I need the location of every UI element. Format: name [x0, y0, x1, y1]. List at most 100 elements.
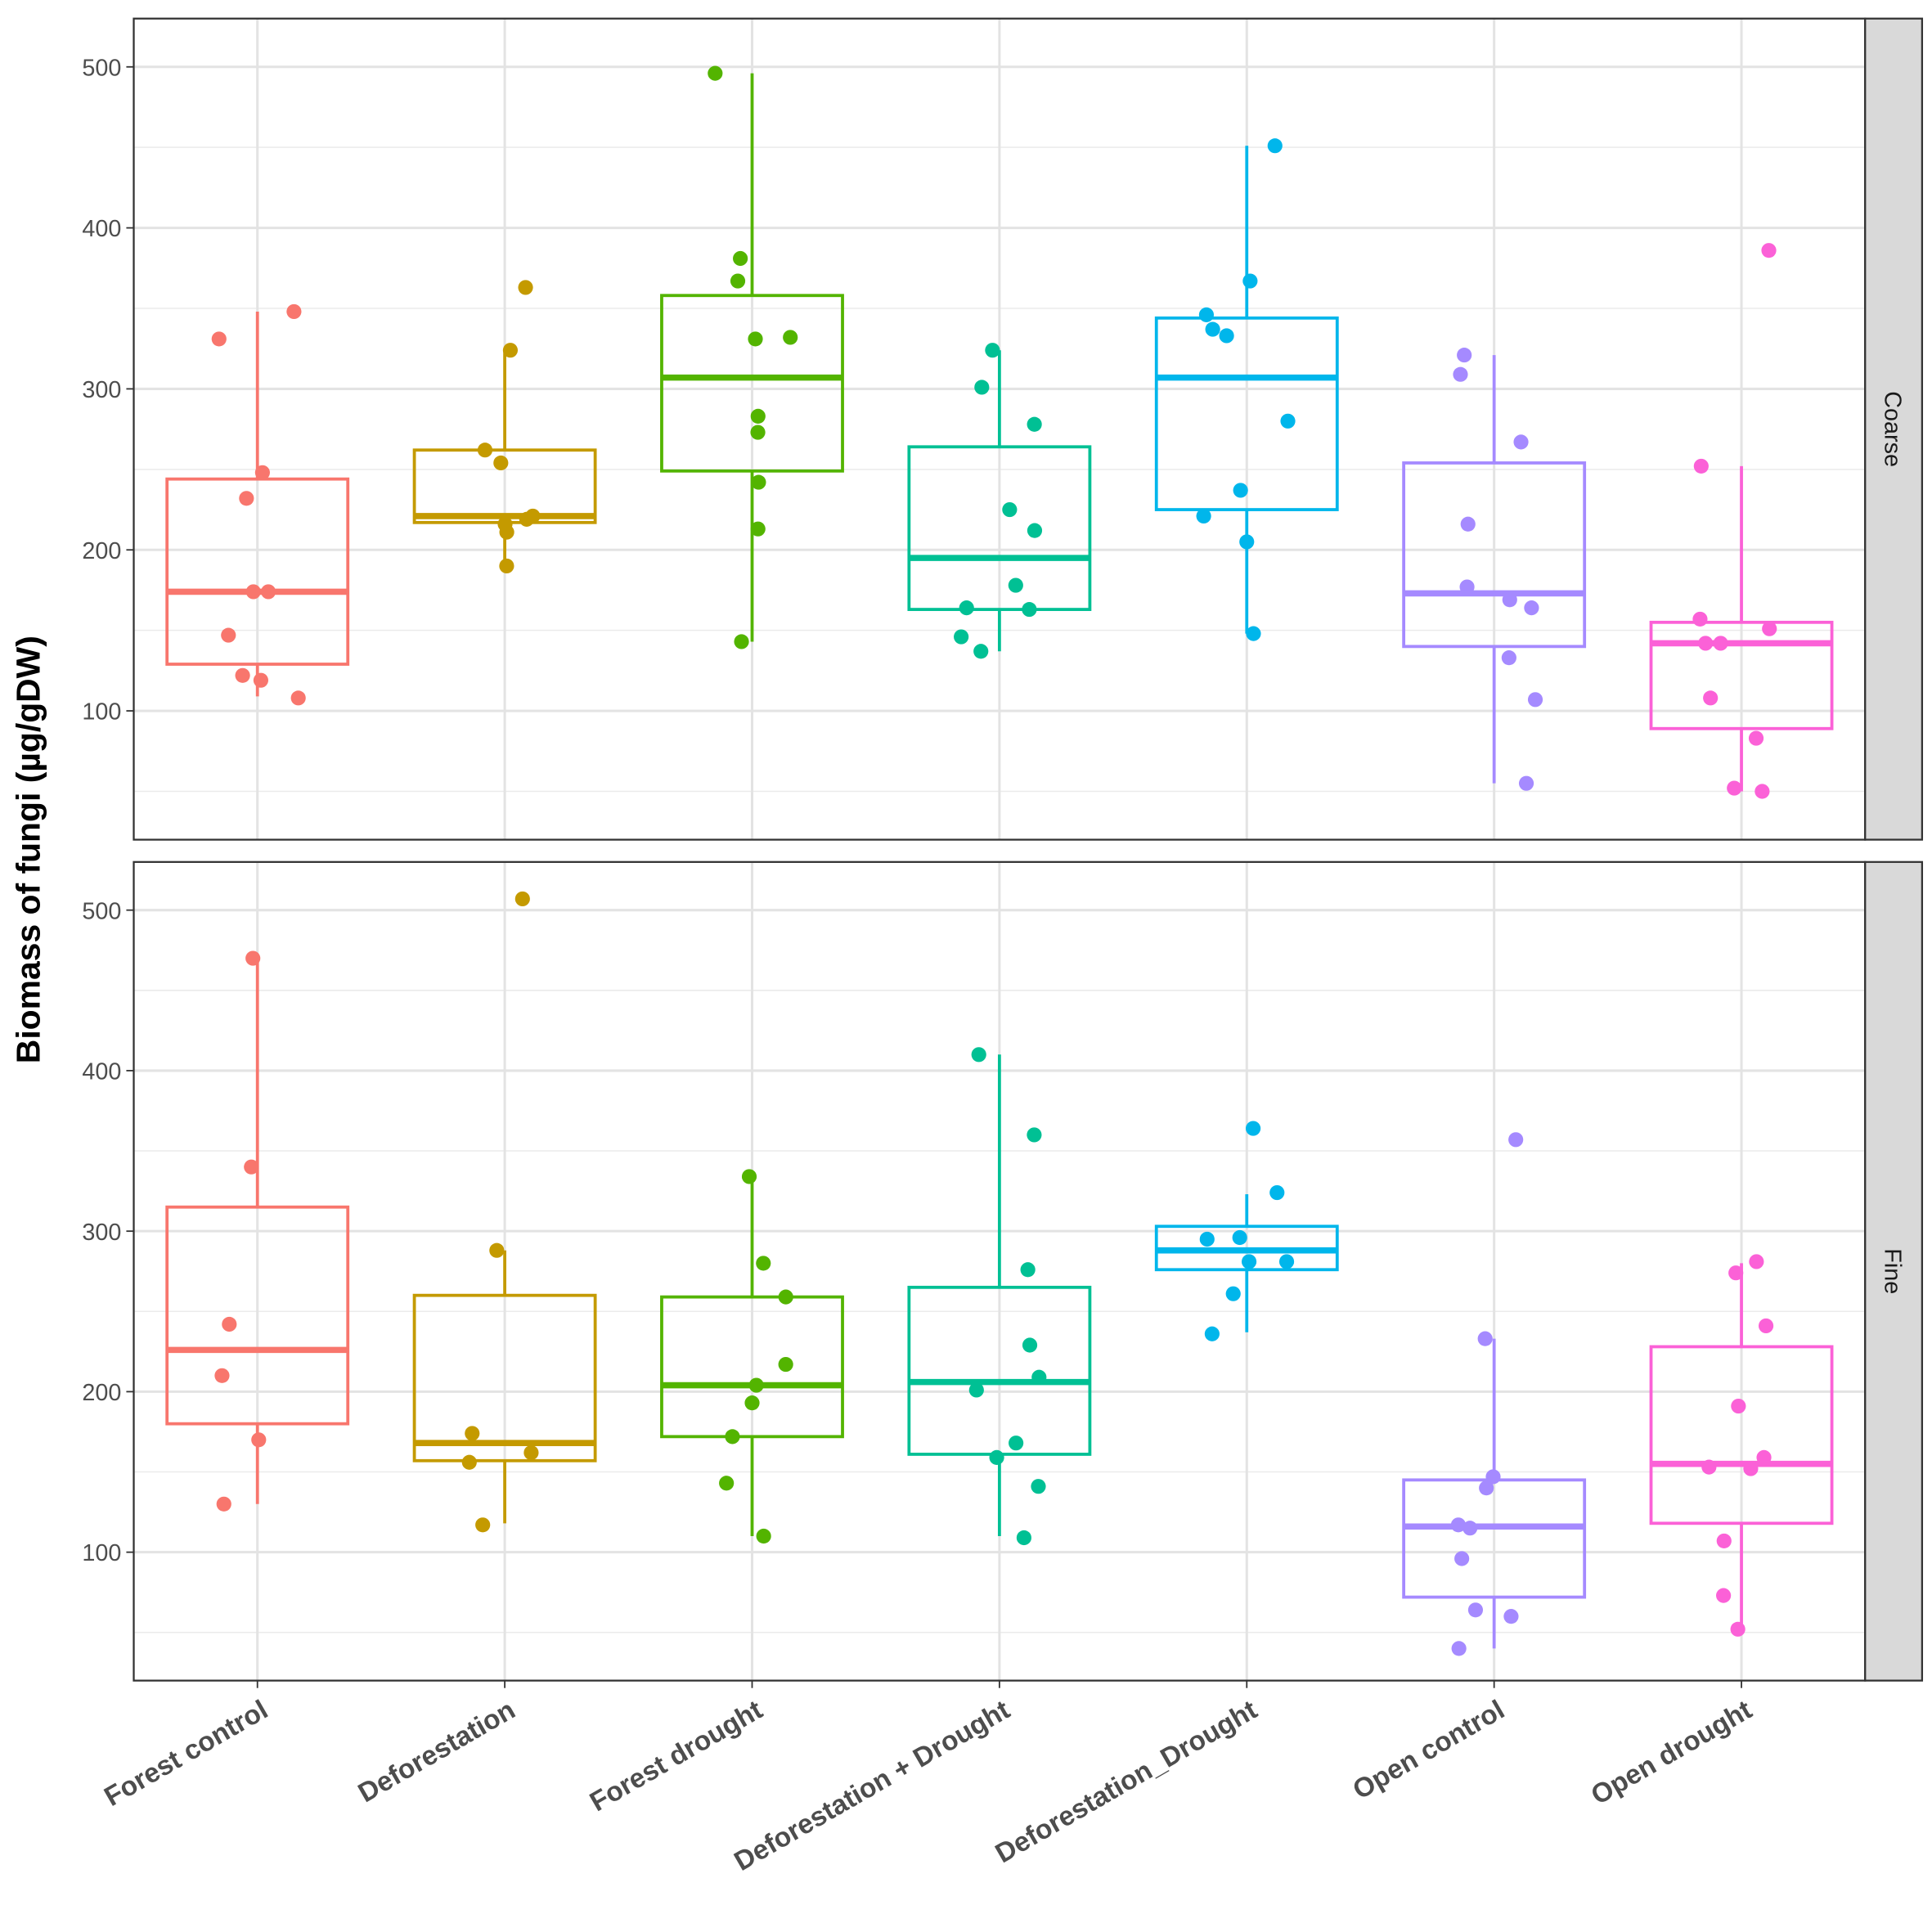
data-point: [1716, 1533, 1732, 1548]
data-point: [1728, 1265, 1744, 1281]
data-point: [1009, 1436, 1024, 1451]
data-point: [1485, 1469, 1501, 1485]
data-point: [245, 950, 261, 966]
data-point: [1453, 366, 1468, 382]
box-deforestation-drought: [907, 445, 1092, 611]
data-point: [244, 1159, 259, 1175]
box-open-drought: [1649, 1345, 1834, 1525]
data-point: [489, 1242, 505, 1258]
data-point: [1008, 577, 1023, 593]
data-point: [1233, 483, 1248, 498]
data-point: [1242, 273, 1258, 289]
data-point: [725, 1429, 740, 1445]
data-point: [750, 521, 766, 537]
data-point: [502, 343, 519, 358]
data-point: [1513, 434, 1529, 450]
data-point: [519, 511, 534, 527]
data-point: [523, 1445, 539, 1461]
data-point: [973, 644, 989, 659]
data-point: [290, 690, 306, 706]
data-point: [1716, 1588, 1732, 1603]
y-tick-label: 100: [82, 1540, 121, 1566]
data-point: [239, 491, 254, 506]
data-point: [211, 331, 227, 347]
box-deforestation-drought: [1154, 316, 1339, 511]
data-point: [1518, 775, 1534, 791]
data-point: [1758, 1318, 1774, 1334]
y-tick-label: 400: [82, 216, 121, 242]
data-point: [499, 558, 514, 574]
data-point: [254, 465, 270, 480]
data-point: [734, 634, 749, 649]
data-point: [1755, 784, 1770, 799]
y-tick-label: 500: [82, 55, 121, 81]
data-point: [741, 1169, 757, 1184]
data-point: [1527, 692, 1543, 708]
data-point: [251, 1432, 267, 1448]
data-point: [518, 280, 533, 295]
y-tick-label: 300: [82, 1220, 121, 1246]
data-point: [1027, 1127, 1042, 1143]
data-point: [235, 667, 250, 683]
data-point: [1756, 1449, 1772, 1465]
data-point: [1479, 1480, 1494, 1496]
x-tick-label: Deforestation_Drought: [991, 1695, 1263, 1869]
data-point: [1232, 1229, 1247, 1246]
data-point: [1701, 1459, 1717, 1475]
data-point: [499, 524, 514, 540]
data-point: [974, 380, 990, 395]
data-point: [1502, 592, 1517, 608]
x-tick-label: Forest control: [100, 1695, 273, 1813]
data-point: [465, 1426, 480, 1441]
data-point: [1451, 1641, 1467, 1656]
data-point: [1198, 307, 1214, 322]
x-tick-label: Open drought: [1586, 1695, 1757, 1811]
data-point: [1508, 1132, 1524, 1148]
data-point: [1713, 636, 1728, 651]
data-point: [708, 65, 723, 81]
facet-strip: [1864, 17, 1924, 841]
data-point: [1219, 328, 1234, 344]
data-point: [1269, 1184, 1285, 1201]
data-point: [1762, 621, 1777, 636]
data-point: [1450, 1517, 1467, 1533]
data-point: [1031, 1479, 1046, 1494]
box-forest-drought: [660, 294, 844, 473]
facet-strip-label: Fine: [1879, 1248, 1905, 1294]
box-forest-control: [165, 1205, 350, 1426]
data-point: [475, 1517, 491, 1533]
data-point: [1027, 416, 1042, 432]
y-tick-label: 100: [82, 699, 121, 726]
y-tick-label: 200: [82, 1380, 121, 1406]
box-forest-drought: [660, 1295, 844, 1439]
data-point: [1225, 1286, 1241, 1301]
data-point: [1246, 626, 1261, 641]
y-tick-label: 200: [82, 538, 121, 564]
data-point: [1743, 1461, 1759, 1476]
data-point: [1698, 636, 1714, 651]
data-point: [1460, 516, 1476, 532]
y-axis-label: Biomass of fungi (µg/gDW): [9, 636, 47, 1063]
data-point: [222, 1316, 237, 1332]
data-point: [989, 1449, 1004, 1465]
data-point: [1278, 1254, 1295, 1269]
data-point: [750, 425, 766, 440]
box-open-drought: [1649, 620, 1834, 730]
data-point: [750, 408, 766, 424]
data-point: [733, 250, 748, 267]
y-tick-label: 400: [82, 1059, 121, 1085]
y-tick-label: 500: [82, 898, 121, 924]
data-point: [1016, 1530, 1031, 1546]
box-open-control: [1402, 461, 1587, 649]
data-point: [1020, 1262, 1036, 1278]
data-point: [756, 1528, 771, 1544]
data-point: [1027, 523, 1043, 538]
data-point: [1731, 1398, 1746, 1414]
data-point: [1748, 730, 1764, 746]
data-point: [751, 474, 766, 490]
data-point: [1457, 348, 1472, 363]
data-point: [216, 1496, 231, 1512]
data-point: [286, 303, 302, 320]
data-point: [1205, 321, 1220, 337]
